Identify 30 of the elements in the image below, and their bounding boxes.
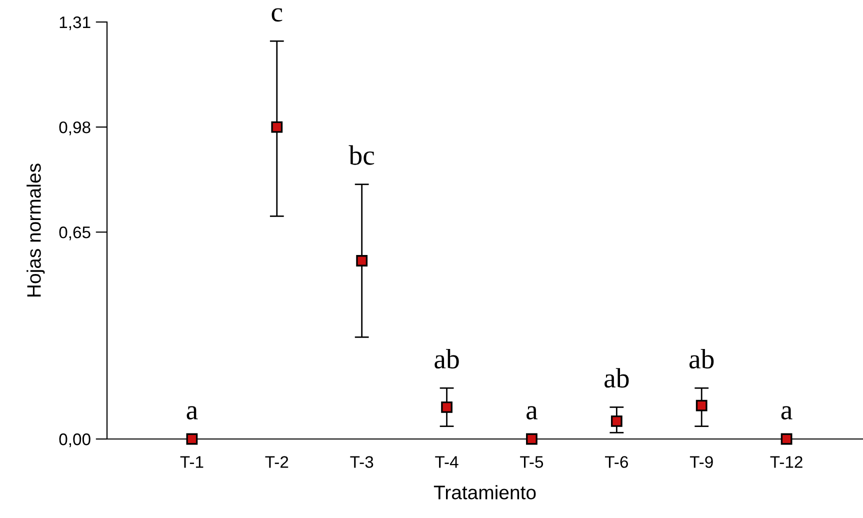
- point: [610, 415, 622, 427]
- annotation: ab: [689, 348, 714, 369]
- y-axis-title: Hojas normales: [26, 164, 45, 296]
- x-tick-label: T-1: [180, 456, 204, 468]
- x-tick-label: T-2: [265, 456, 288, 468]
- x-tick-label: T-9: [690, 456, 713, 468]
- x-tick-label: T-4: [435, 456, 458, 468]
- x-tick-label: T-12: [770, 456, 802, 468]
- annotation: a: [781, 406, 792, 420]
- point: [271, 121, 283, 133]
- y-tick-label: 0,65: [59, 226, 90, 240]
- annotation: c: [272, 8, 282, 22]
- point: [696, 400, 708, 412]
- annotation: ab: [604, 368, 629, 388]
- y-tick-label: 0,00: [59, 433, 90, 448]
- point: [780, 433, 792, 445]
- annotation: a: [186, 406, 198, 420]
- annotation: a: [526, 406, 538, 420]
- y-tick-label: 1,31: [60, 16, 90, 30]
- point: [356, 255, 368, 266]
- y-tick-label: 0,98: [59, 121, 90, 136]
- annotation: bc: [348, 145, 374, 165]
- x-tick-label: T-6: [605, 456, 628, 468]
- x-tick-label: T-3: [350, 456, 374, 468]
- x-axis-title: Tratamiento: [434, 485, 536, 500]
- x-tick-label: T-5: [520, 456, 544, 468]
- point: [441, 401, 452, 413]
- point: [186, 433, 198, 445]
- annotation: ab: [434, 348, 459, 369]
- point: [526, 433, 538, 445]
